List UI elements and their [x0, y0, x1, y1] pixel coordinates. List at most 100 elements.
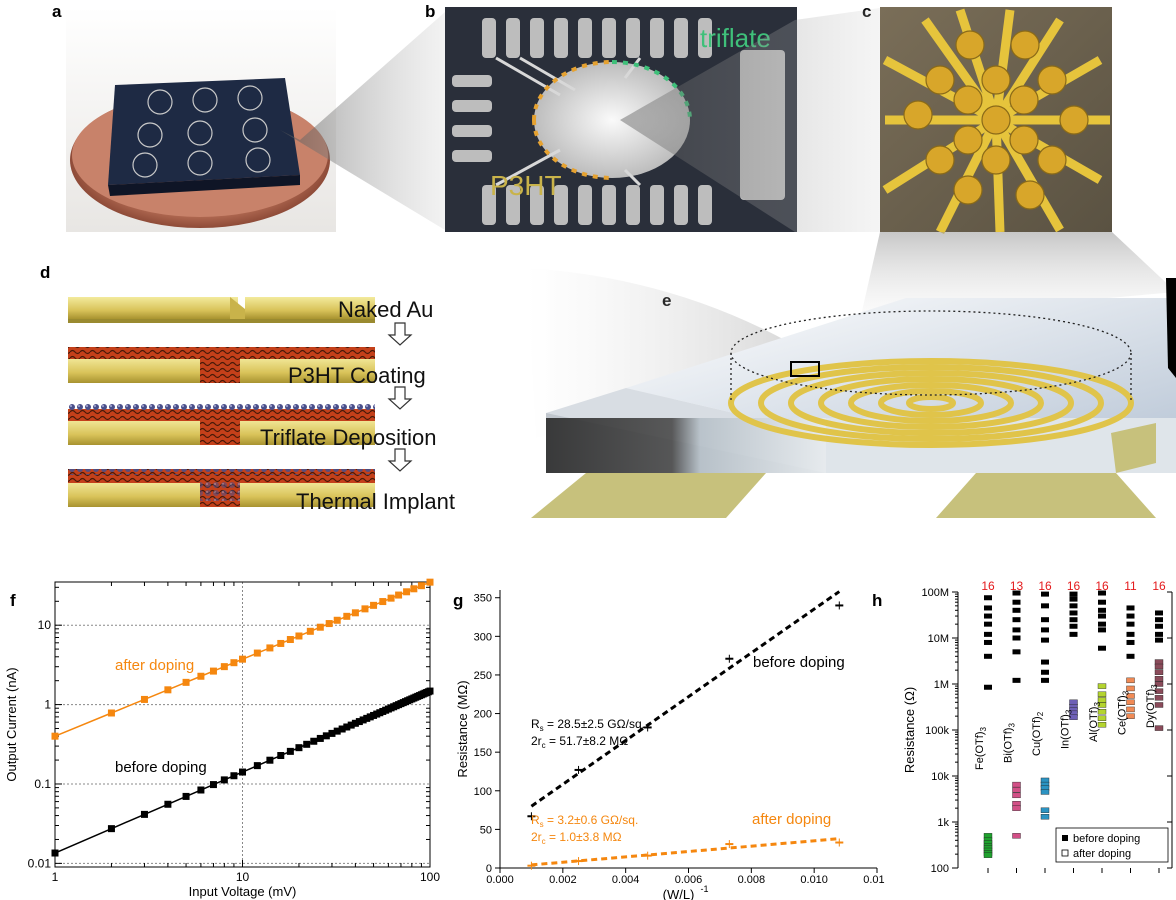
equation-rc: 2rc = 51.7±8.2 MΩ: [531, 734, 628, 750]
y-tick-label: 100k: [925, 725, 949, 737]
y-tick-label: 350: [474, 593, 492, 605]
after-doping-point: [1097, 715, 1107, 721]
before-doping-point: [1041, 669, 1049, 675]
before-doping-point: [1041, 627, 1049, 633]
after-doping-point: [1154, 702, 1164, 708]
data-point: [220, 776, 228, 784]
photo-a-chip-on-coin: [66, 7, 336, 232]
data-point: [197, 786, 205, 794]
data-point: [286, 636, 294, 644]
data-point: [359, 716, 367, 724]
x-axis-label: (W/L): [663, 887, 695, 900]
x-tick-label: 0.000: [486, 874, 514, 886]
before-doping-point: [1126, 613, 1135, 619]
before-doping-point: [1098, 621, 1106, 627]
y-tick-label: 150: [474, 747, 492, 759]
before-doping-point: [1155, 623, 1163, 629]
y-tick-label: 50: [480, 824, 492, 836]
after-doping-point: [1097, 722, 1107, 728]
after-doping-point: [1126, 693, 1135, 699]
data-point: [51, 732, 59, 740]
before-doping-point: [1069, 591, 1078, 597]
y-tick-label: 0.01: [28, 856, 52, 870]
before-doping-point: [1012, 599, 1021, 605]
data-point: [239, 655, 246, 663]
before-doping-point: [1012, 590, 1021, 596]
chart-h: 100 1k 10k 100k 1M 10M 100M Resistance (Ω) 16 Fe(…: [902, 579, 1173, 875]
before-doping-point: [1041, 591, 1049, 597]
chart-g: 0.000 0.002 0.004 0.006 0.008 0.010 0.012 0 50 10…: [455, 590, 885, 900]
data-point: [239, 768, 246, 776]
data-point: [164, 800, 172, 808]
before-doping-point: [984, 684, 992, 690]
after-doping-point: [1154, 663, 1164, 670]
before-doping-point: [1155, 637, 1163, 643]
before-doping-point: [984, 613, 992, 619]
after-doping-point: [1154, 688, 1164, 694]
before-doping-point: [1041, 617, 1049, 623]
data-point: [322, 732, 330, 740]
x-tick-label: 0.004: [612, 874, 640, 886]
data-point: [164, 686, 172, 694]
y-tick-label: 0: [486, 863, 492, 875]
category-label: In(OTf)3: [1060, 709, 1074, 749]
data-point: [387, 594, 395, 602]
sample-count: 16: [1152, 579, 1166, 593]
before-doping-point: [1126, 621, 1135, 627]
before-doping-point: [1069, 610, 1078, 616]
data-point: [266, 756, 274, 764]
data-point: [351, 719, 359, 727]
data-point: [325, 620, 333, 628]
y-tick-label: 300: [474, 631, 492, 643]
fit-line: [530, 590, 841, 808]
before-doping-point: [1041, 659, 1049, 665]
step-p3ht-coating: P3HT Coating: [68, 347, 426, 410]
before-doping-point: [1098, 607, 1106, 613]
y-tick-label: 1k: [937, 817, 949, 829]
sample-count: 16: [1095, 579, 1109, 593]
data-point: [182, 678, 190, 686]
category-label: Cu(OTf)2: [1031, 711, 1045, 756]
data-point: [370, 601, 378, 609]
after-doping-point: [1154, 669, 1164, 675]
before-doping-point: [1069, 623, 1078, 629]
device-schematic-e: [526, 268, 1176, 518]
x-tick-label: 10: [236, 870, 250, 884]
data-point: [197, 672, 205, 680]
after-doping-point: [1012, 800, 1021, 807]
series-label: before doping: [753, 654, 845, 671]
after-doping-point: [983, 833, 993, 839]
y-tick-label: 10k: [931, 771, 949, 783]
data-point: [230, 659, 238, 667]
data-point: [277, 639, 285, 647]
before-doping-point: [1041, 677, 1049, 683]
before-doping-point: [1098, 613, 1106, 619]
data-point: [343, 723, 351, 731]
before-doping-point: [1069, 596, 1078, 602]
after-doping-point: [1040, 807, 1050, 813]
y-tick-label: 100: [931, 863, 949, 875]
data-point: [230, 772, 238, 780]
data-point: [361, 605, 369, 613]
data-point: [253, 649, 261, 657]
before-doping-point: [1098, 590, 1106, 596]
before-doping-point: [1098, 599, 1106, 605]
after-doping-point: [1040, 789, 1050, 795]
equation-rs: Rs = 28.5±2.5 GΩ/sq.: [531, 717, 645, 733]
data-point: [286, 747, 294, 755]
zoom-wedge-a-b: [280, 12, 445, 230]
data-point: [209, 667, 217, 675]
panel-label-a: a: [52, 2, 62, 21]
after-doping-point: [1126, 699, 1135, 706]
data-point: [426, 687, 434, 695]
data-point: [277, 752, 285, 760]
data-point: [295, 632, 303, 640]
after-doping-point: [983, 852, 993, 858]
after-doping-point: [1154, 725, 1164, 731]
fit-line: [531, 837, 840, 867]
x-tick-label: 0.012: [863, 874, 885, 886]
process-diagram-d: Naked Au P3HT Coating Triflate Depositio…: [68, 297, 455, 514]
after-doping-point: [1097, 691, 1107, 697]
before-doping-point: [1041, 637, 1049, 643]
y-axis-label: Resistance (Ω): [902, 687, 917, 773]
